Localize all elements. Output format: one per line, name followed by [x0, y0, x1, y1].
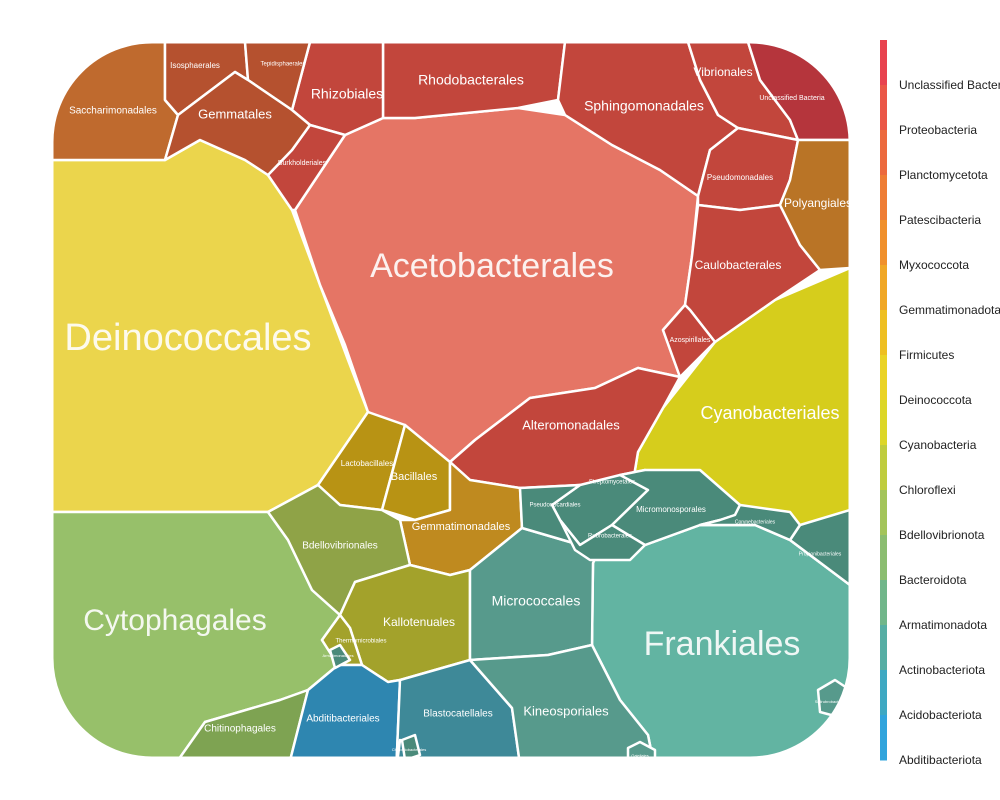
cell-label-azospirillales: Azospirillales: [670, 337, 711, 344]
cell-label-unclassified-bacteria: Unclassified Bacteria: [759, 95, 824, 102]
cell-abditibacteriales: [278, 663, 402, 758]
legend-label-abditibacteriota: Abditibacteriota: [899, 753, 982, 767]
cell-label-deinococcales: Deinococcales: [64, 317, 311, 359]
cell-label-pseudonocardiales: Pseudonocardiales: [529, 503, 580, 509]
cell-label-rhodobacterales: Rhodobacterales: [418, 72, 524, 88]
legend-swatch-proteobacteria: [880, 85, 887, 131]
legend-label-bdellovibrionota: Bdellovibrionota: [899, 528, 985, 542]
legend-label-acidobacteriota: Acidobacteriota: [899, 708, 982, 722]
legend-swatch-chloroflexi: [880, 445, 887, 491]
legend-swatch-planctomycetota: [880, 130, 887, 176]
legend-label-deinococcota: Deinococcota: [899, 393, 972, 407]
legend-label-cyanobacteria: Cyanobacteria: [899, 438, 977, 452]
cell-corynebacteriales: [698, 503, 802, 542]
cell-label-solirubrobacterales: Solirubrobacterales: [815, 699, 849, 704]
legend-swatch-actinobacteriota: [880, 625, 887, 671]
cell-label-polyangiales: Polyangiales: [784, 196, 852, 210]
cell-gaiellales: [626, 740, 657, 758]
cell-label-lactobacillales: Lactobacillales: [341, 459, 393, 468]
legend-label-patescibacteria: Patescibacteria: [899, 213, 981, 227]
cell-label-bdellovibrionales: Bdellovibrionales: [302, 541, 378, 552]
cell-label-saccharimonadales: Saccharimonadales: [69, 106, 157, 117]
legend-swatch-deinococcota: [880, 355, 887, 401]
cell-label-tepidisphaerales: Tepidisphaerales: [260, 62, 305, 68]
legend-label-actinobacteriota: Actinobacteriota: [899, 663, 985, 677]
cell-label-acetobacterales: Acetobacterales: [370, 247, 614, 285]
cell-azospirillales: [661, 303, 717, 379]
legend-swatch-gemmatimonadota: [880, 265, 887, 311]
cell-label-micromonosporales: Micromonosporales: [636, 505, 706, 514]
treemap-cells: [52, 42, 850, 758]
legend-swatch-unclassified-bacteria: [880, 40, 887, 86]
legend-label-gemmatimonadota: Gemmatimonadota: [899, 303, 1000, 317]
cell-label-vibrionales: Vibrionales: [693, 65, 752, 79]
legend-label-planctomycetota: Planctomycetota: [899, 168, 988, 182]
cell-label-rubrobacterales: Rubrobacterales: [588, 534, 632, 540]
legend-swatch-bacteroidota: [880, 535, 887, 581]
cell-label-blastocatellales: Blastocatellales: [423, 709, 492, 720]
cell-label-abditibacteriales: Abditibacteriales: [306, 714, 379, 725]
cell-label-alteromonadales: Alteromonadales: [522, 417, 620, 432]
cell-chitinophagales: [148, 688, 310, 758]
cell-label-thermomicrobiales: Thermomicrobiales: [335, 639, 386, 645]
legend-swatch-cyanobacteria: [880, 400, 887, 446]
cell-label-micrococcales: Micrococcales: [492, 593, 581, 609]
plot-frame: [50, 40, 852, 760]
cell-label-vicinamibacterales: Vicinamibacterales: [388, 761, 430, 767]
legend-label-chloroflexi: Chloroflexi: [899, 483, 956, 497]
cell-label-chthoniobacterales: Chthoniobacterales: [392, 747, 426, 752]
cell-rubrobacterales: [558, 518, 647, 562]
cell-label-kineosporiales: Kineosporiales: [523, 703, 609, 718]
legend-swatch-abditibacteriota: [880, 715, 887, 761]
cell-label-gaiellales: Gaiellales: [631, 753, 649, 758]
legend-swatch-myxococcota: [880, 220, 887, 266]
cell-label-sphingomonadales: Sphingomonadales: [584, 98, 704, 114]
legend-label-firmicutes: Firmicutes: [899, 348, 954, 362]
cell-label-gemmatales: Gemmatales: [198, 106, 272, 121]
legend-label-bacteroidota: Bacteroidota: [899, 573, 967, 587]
cell-label-rhizobiales: Rhizobiales: [311, 86, 383, 102]
treemap-labels: Deinococcales Acetobacterales Frankiales Cy…: [64, 61, 852, 767]
cell-label-armatimonadales: Armatimonadales: [322, 653, 353, 658]
legend-swatch-bdellovibrionota: [880, 490, 887, 536]
cell-label-cyanobacteriales: Cyanobacteriales: [700, 403, 839, 423]
cell-armatimonadales: [328, 643, 352, 670]
legend-swatch-patescibacteria: [880, 175, 887, 221]
cell-gemmatales: [163, 70, 312, 177]
cell-label-isosphaerales: Isosphaerales: [170, 61, 220, 70]
legend-label-myxococcota: Myxococcota: [899, 258, 969, 272]
cell-polyangiales: [778, 138, 850, 272]
legend-swatch-armatimonadota: [880, 580, 887, 626]
legend: Unclassified Bacteria Proteobacteria Planc…: [880, 40, 1000, 767]
legend-label-armatimonadota: Armatimonadota: [899, 618, 987, 632]
cell-label-streptomycetales: Streptomycetales: [589, 480, 635, 486]
legend-swatch-acidobacteriota: [880, 670, 887, 716]
legend-label-unclassified-bacteria: Unclassified Bacteria: [899, 78, 1000, 92]
cell-saccharimonadales: [52, 42, 180, 162]
cell-label-propionibacteriales: Propionibacteriales: [799, 551, 842, 557]
cell-label-bacillales: Bacillales: [391, 471, 438, 483]
legend-label-proteobacteria: Proteobacteria: [899, 123, 977, 137]
cell-label-chitinophagales: Chitinophagales: [204, 724, 276, 735]
cell-label-pseudomonadales: Pseudomonadales: [707, 173, 773, 182]
cell-chthoniobacterales: [400, 733, 422, 758]
cell-label-cytophagales: Cytophagales: [83, 604, 266, 637]
cell-label-gemmatimonadales: Gemmatimonadales: [412, 521, 511, 533]
cell-label-burkholderiales: Burkholderiales: [278, 160, 327, 167]
cell-label-frankiales: Frankiales: [644, 625, 801, 663]
cell-label-corynebacteriales: Corynebacteriales: [735, 519, 776, 525]
legend-swatch-firmicutes: [880, 310, 887, 356]
cell-label-kallotenuales: Kallotenuales: [383, 615, 455, 629]
cell-label-caulobacterales: Caulobacterales: [695, 258, 782, 272]
cell-caulobacterales: [683, 203, 822, 344]
